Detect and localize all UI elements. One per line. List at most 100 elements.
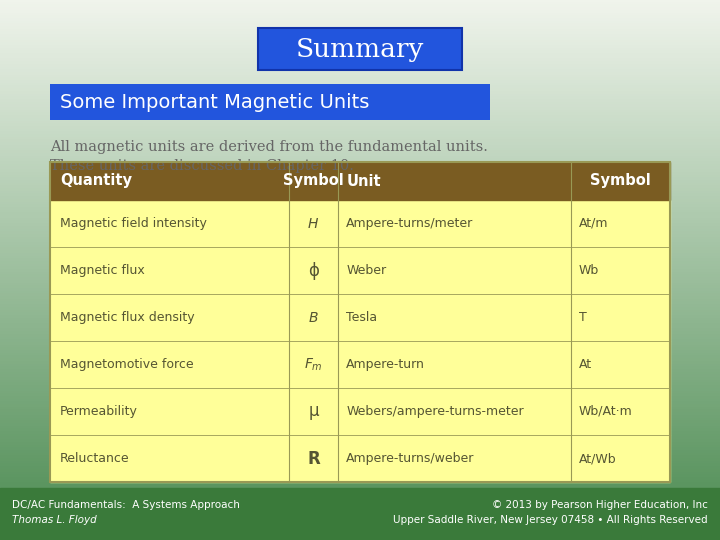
Text: Ampere-turns/weber: Ampere-turns/weber [346,452,474,465]
Bar [0,181,720,184]
Bar [0,192,720,194]
Bar [0,51,720,54]
Bar [0,308,720,310]
Bar [0,488,720,540]
Text: At: At [579,358,592,371]
Text: Magnetomotive force: Magnetomotive force [60,358,194,371]
Text: R: R [307,449,320,468]
Bar [0,86,720,89]
Text: Permeability: Permeability [60,405,138,418]
Text: Thomas L. Floyd: Thomas L. Floyd [12,515,96,525]
Bar [0,416,720,418]
Text: These units are discussed in Chapter 10.: These units are discussed in Chapter 10. [50,159,354,173]
Bar [0,230,720,232]
Text: Symbol: Symbol [283,173,344,188]
Bar [0,510,720,513]
Bar [0,335,720,338]
Bar [50,84,490,120]
Bar [0,143,720,146]
Bar [0,319,720,321]
Bar [0,521,720,524]
Bar [0,348,720,351]
Bar [0,362,720,364]
Bar [0,370,720,373]
Bar [0,165,720,167]
Text: Ampere-turns/meter: Ampere-turns/meter [346,217,474,230]
Bar [0,54,720,57]
Bar [0,408,720,410]
Text: Upper Saddle River, New Jersey 07458 • All Rights Reserved: Upper Saddle River, New Jersey 07458 • A… [393,515,708,525]
Bar [0,27,720,30]
Bar [0,122,720,124]
Bar [0,97,720,100]
Bar [0,297,720,300]
Bar [0,294,720,297]
Bar [0,364,720,367]
Bar [0,500,720,502]
Bar [0,321,720,324]
Bar [0,446,720,448]
Text: Unit: Unit [346,173,381,188]
Bar [0,111,720,113]
Text: Tesla: Tesla [346,311,377,324]
Bar [0,202,720,205]
Text: All magnetic units are derived from the fundamental units.: All magnetic units are derived from the … [50,140,488,154]
Bar [0,448,720,451]
Bar [0,194,720,197]
Text: Ampere-turn: Ampere-turn [346,358,426,371]
Bar [0,475,720,478]
Bar [0,173,720,176]
Bar [0,483,720,486]
Bar [0,467,720,470]
Bar [0,103,720,105]
Bar [258,28,462,70]
Bar [0,429,720,432]
Bar [0,410,720,413]
Bar [0,211,720,213]
Bar [50,341,670,388]
Bar [0,94,720,97]
Bar [0,394,720,397]
Text: Magnetic flux: Magnetic flux [60,264,145,277]
Text: $\mathit{B}$: $\mathit{B}$ [308,310,319,325]
Bar [0,65,720,68]
Bar [0,440,720,443]
Bar [0,32,720,35]
Bar [0,216,720,219]
Bar [50,247,670,294]
Bar [0,248,720,251]
Bar [0,46,720,49]
Bar [0,254,720,256]
Bar [0,43,720,46]
Bar [0,310,720,313]
Bar [0,251,720,254]
Bar [0,235,720,238]
Bar [0,375,720,378]
Bar [0,389,720,392]
Bar [0,232,720,235]
Bar [0,84,720,86]
Text: Wb: Wb [579,264,599,277]
Text: Summary: Summary [296,37,424,62]
Bar [0,508,720,510]
Bar [0,62,720,65]
Bar [0,340,720,343]
Bar [0,346,720,348]
Bar [0,526,720,529]
Bar [0,132,720,135]
Bar [0,14,720,16]
Bar [0,3,720,5]
Bar [0,189,720,192]
Bar [0,397,720,400]
Text: Quantity: Quantity [60,173,132,188]
Bar [0,343,720,346]
Bar [0,5,720,8]
Bar [0,529,720,532]
Bar [0,267,720,270]
Bar [0,246,720,248]
Text: μ: μ [308,402,319,421]
Bar [0,491,720,494]
Bar [0,205,720,208]
Text: Weber: Weber [346,264,387,277]
Bar [0,170,720,173]
